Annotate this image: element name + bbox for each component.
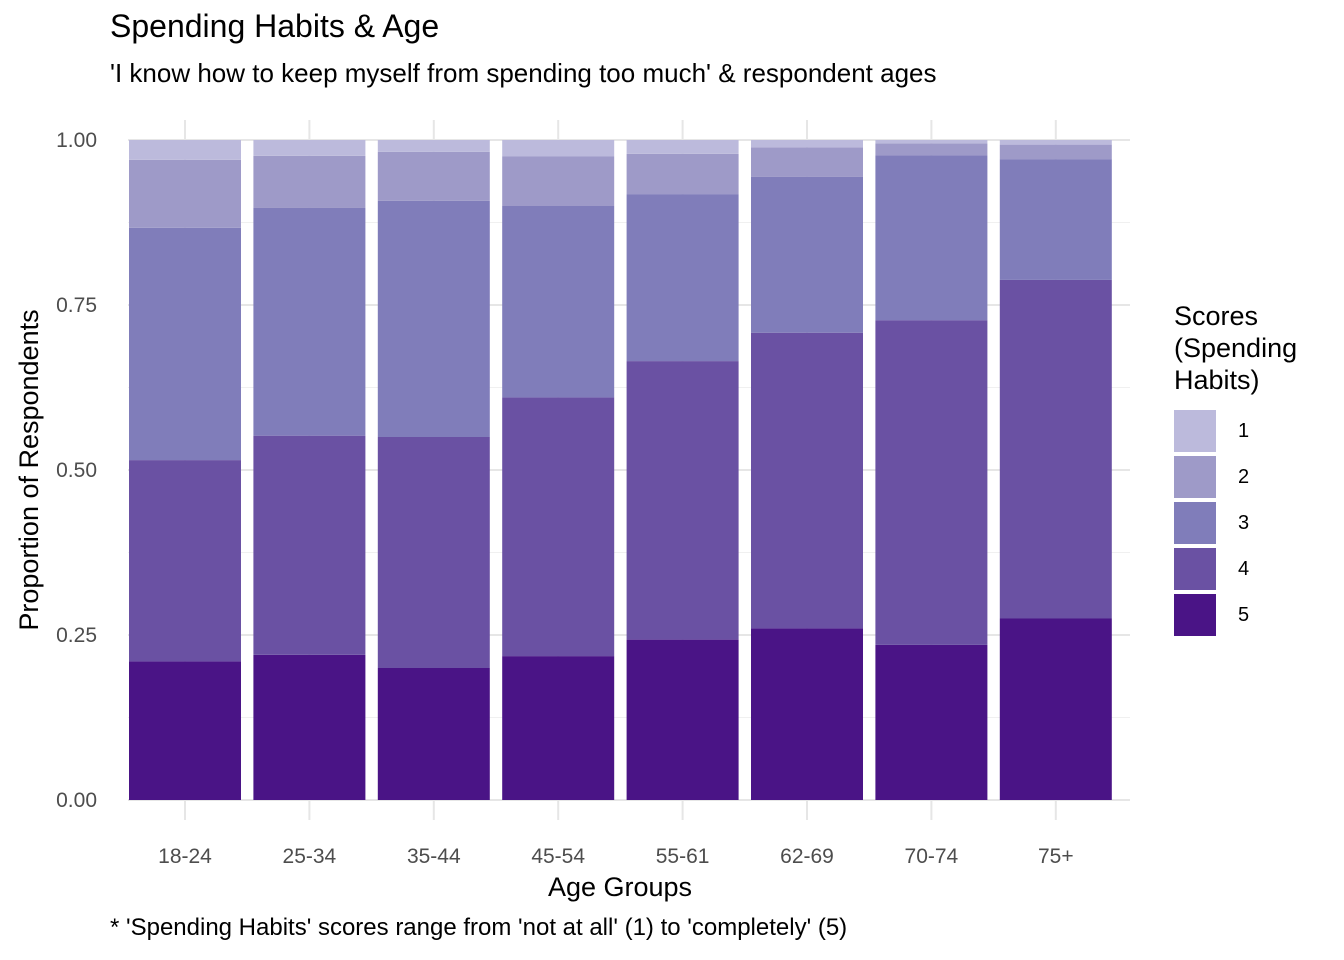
legend-item: 3 (1174, 500, 1334, 546)
bar-segment-62-69-score-3 (751, 176, 863, 333)
legend-item: 1 (1174, 408, 1334, 454)
x-tick-label: 62-69 (780, 845, 834, 868)
bar-segment-25-34-score-1 (253, 140, 366, 156)
bar-segment-70-74-score-3 (875, 155, 988, 321)
bar-segment-70-74-score-2 (875, 143, 988, 156)
bar-segment-55-61-score-4 (626, 361, 739, 640)
bar-segment-35-44-score-2 (377, 151, 490, 201)
bar-segment-62-69-score-5 (751, 628, 863, 800)
x-tick-label: 45-54 (531, 845, 585, 868)
bar-segment-18-24-score-1 (129, 140, 241, 160)
y-axis-title: Proportion of Respondents (14, 309, 44, 630)
bar-segment-62-69-score-4 (751, 332, 863, 629)
bar-segment-25-34-score-3 (253, 207, 366, 436)
legend-swatch (1174, 502, 1216, 544)
bar-segment-62-69-score-2 (751, 147, 863, 177)
bar-segment-25-34-score-2 (253, 155, 366, 208)
bar-segment-45-54-score-4 (502, 397, 615, 657)
x-tick-label: 25-34 (283, 845, 337, 868)
bar-segment-18-24-score-3 (129, 227, 241, 461)
bar-segment-55-61-score-5 (626, 639, 739, 800)
bar-segment-25-34-score-4 (253, 435, 366, 655)
legend-swatch (1174, 456, 1216, 498)
bar-segment-55-61-score-1 (626, 140, 739, 154)
legend-label: 3 (1238, 511, 1250, 534)
bar-segment-35-44-score-4 (377, 437, 490, 668)
bar-segment-55-61-score-3 (626, 194, 739, 362)
y-tick-label: 1.00 (56, 129, 97, 152)
legend-item: 4 (1174, 546, 1334, 592)
bar-segment-18-24-score-2 (129, 159, 241, 228)
bar-segment-35-44-score-5 (377, 668, 490, 800)
x-tick-label: 55-61 (656, 845, 710, 868)
bar-segment-62-69-score-1 (751, 140, 863, 148)
chart-title: Spending Habits & Age (110, 8, 440, 44)
bar-segment-45-54-score-1 (502, 140, 615, 157)
y-tick-label: 0.25 (56, 624, 97, 647)
bar-segment-55-61-score-2 (626, 153, 739, 195)
bar-segment-35-44-score-1 (377, 140, 490, 152)
bar-segment-45-54-score-2 (502, 156, 615, 206)
bar-segment-35-44-score-3 (377, 200, 490, 437)
legend-item: 2 (1174, 454, 1334, 500)
legend-label: 4 (1238, 557, 1250, 580)
chart-subtitle: 'I know how to keep myself from spending… (110, 58, 937, 88)
legend-swatch (1174, 548, 1216, 590)
legend: Scores (Spending Habits) 1 2 3 4 5 (1174, 300, 1334, 638)
bar-segment-70-74-score-5 (875, 644, 988, 800)
chart-caption: * 'Spending Habits' scores range from 'n… (110, 914, 848, 941)
legend-label: 5 (1238, 603, 1250, 626)
bar-segment-75+-score-3 (999, 159, 1112, 280)
x-axis-title: Age Groups (548, 872, 692, 902)
legend-swatch (1174, 410, 1216, 452)
legend-label: 1 (1238, 419, 1250, 442)
bar-segment-45-54-score-3 (502, 206, 615, 398)
legend-label: 2 (1238, 465, 1250, 488)
bar-segment-75+-score-1 (999, 140, 1112, 145)
bar-segment-18-24-score-5 (129, 661, 241, 800)
legend-item: 5 (1174, 592, 1334, 638)
bar-segment-75+-score-4 (999, 279, 1112, 619)
x-tick-label: 75+ (1038, 845, 1074, 868)
bar-segment-70-74-score-4 (875, 320, 988, 645)
legend-title: Scores (Spending Habits) (1174, 301, 1298, 395)
bar-segment-75+-score-2 (999, 144, 1112, 160)
bar-segment-25-34-score-5 (253, 654, 366, 800)
y-tick-label: 0.50 (56, 459, 97, 482)
x-tick-label: 18-24 (158, 845, 212, 868)
bar-segment-45-54-score-5 (502, 656, 615, 800)
bar-segment-75+-score-5 (999, 618, 1112, 800)
x-tick-label: 35-44 (407, 845, 461, 868)
y-tick-label: 0.00 (56, 789, 97, 812)
bar-segment-18-24-score-4 (129, 460, 241, 662)
x-tick-label: 70-74 (905, 845, 959, 868)
legend-swatch (1174, 594, 1216, 636)
bar-segment-70-74-score-1 (875, 140, 988, 144)
y-tick-label: 0.75 (56, 294, 97, 317)
